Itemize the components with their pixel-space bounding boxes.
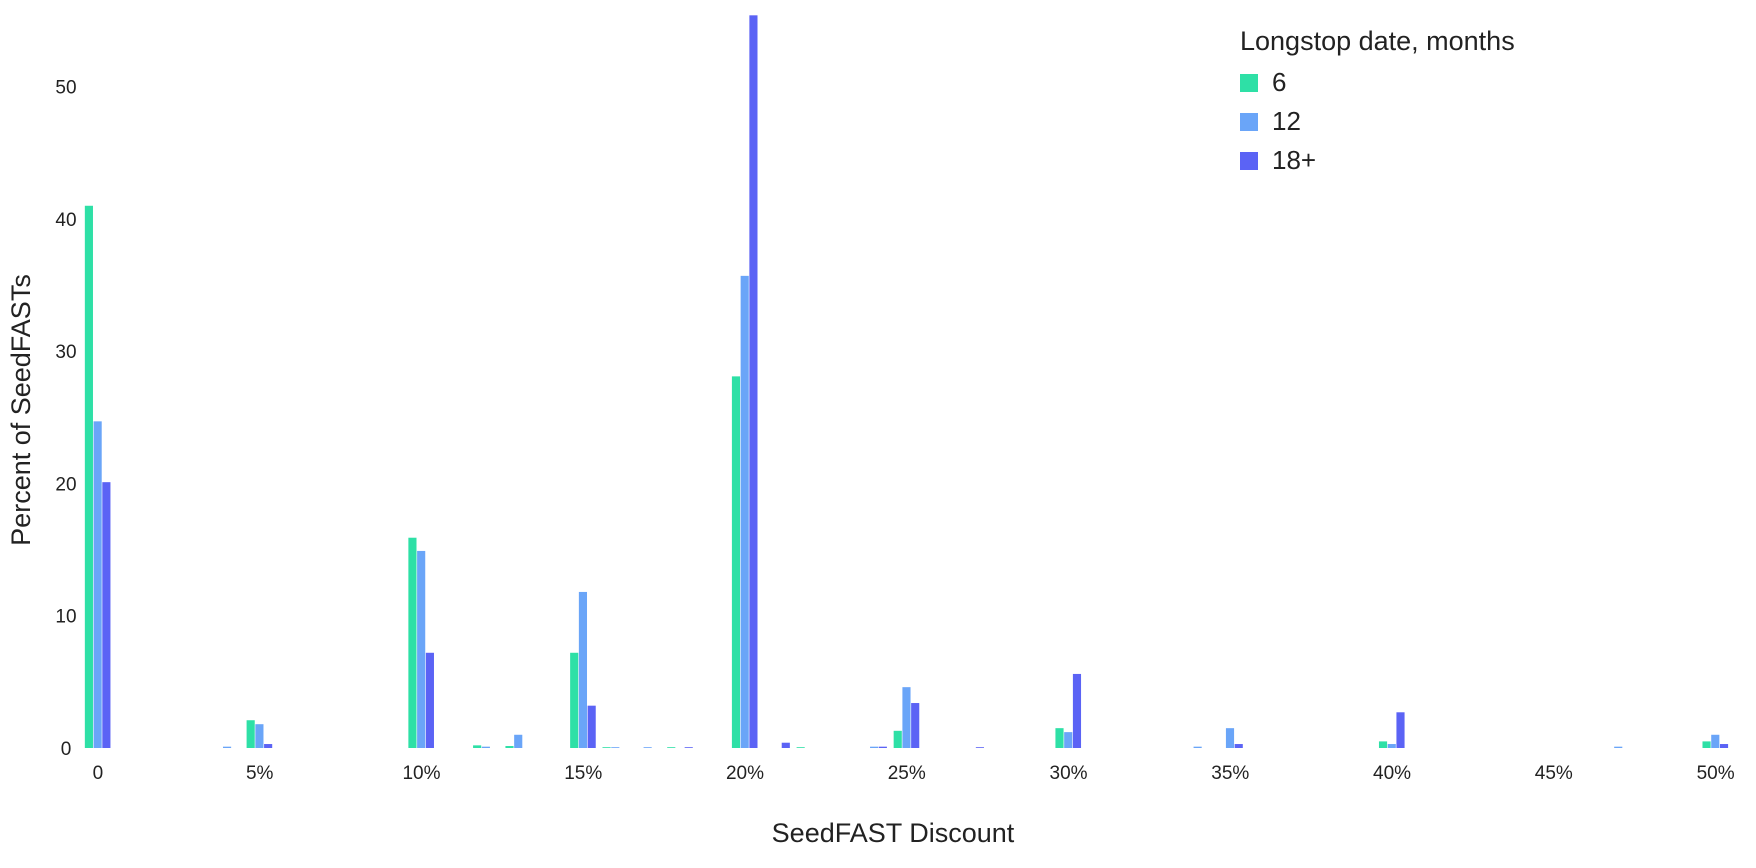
y-tick-label: 10 [55, 607, 76, 628]
x-tick-label: 25% [888, 763, 926, 784]
x-tick-label: 15% [564, 763, 602, 784]
bar-series-1-x-34 [1193, 746, 1202, 748]
x-tick-label: 5% [246, 763, 274, 784]
bar-series-2-x-15 [587, 705, 596, 748]
bar-series-1-x-10 [417, 550, 426, 748]
y-axis: 0 10 20 30 40 50 [55, 78, 76, 760]
x-tick-label: 35% [1211, 763, 1249, 784]
y-tick-label: 40 [55, 210, 76, 231]
bar-series-1-x-5 [255, 724, 264, 748]
bar-series-2-x-25 [911, 703, 920, 748]
legend-swatch [1240, 73, 1258, 92]
legend-label: 12 [1272, 106, 1301, 136]
bar-series-1-x-4 [222, 746, 232, 748]
bar-series-2-x-21 [781, 742, 790, 748]
bar-series-0-x-20 [731, 376, 741, 748]
bar-series-2-x-35 [1234, 744, 1243, 748]
bar-series-0-x-16 [602, 747, 611, 748]
x-tick-label: 20% [726, 763, 764, 784]
bar-series-1-x-30 [1064, 732, 1073, 748]
legend-item-1: 12 [1240, 102, 1515, 141]
legend-item-2: 18+ [1240, 141, 1515, 180]
y-tick-label: 20 [55, 474, 76, 495]
x-tick-label: 30% [1050, 763, 1088, 784]
bar-series-1-x-0 [93, 421, 102, 748]
bar-series-1-x-12 [481, 746, 490, 748]
legend-label: 18+ [1272, 145, 1317, 175]
bar-series-0-x-22 [796, 747, 805, 748]
bar-series-1-x-17 [643, 747, 652, 748]
bar-series-1-x-24 [870, 746, 879, 748]
bar-series-1-x-47 [1614, 746, 1623, 748]
bar-series-1-x-40 [1387, 744, 1396, 748]
bar-series-2-x-10 [425, 652, 434, 748]
x-tick-label: 0 [93, 763, 104, 784]
bar-series-1-x-15 [578, 591, 588, 748]
bar-series-2-x-40 [1396, 712, 1405, 748]
bar-series-2-x-50 [1719, 744, 1729, 748]
y-tick-label: 30 [55, 342, 76, 363]
bar-series-0-x-40 [1378, 741, 1388, 748]
y-axis-title: Percent of SeedFASTs [6, 274, 36, 546]
bar-series-0-x-18 [667, 747, 676, 748]
bar-series-1-x-16 [611, 747, 620, 748]
legend-label: 6 [1272, 67, 1287, 97]
bar-series-2-x-20 [749, 15, 758, 748]
bar-series-0-x-0 [84, 205, 93, 748]
y-tick-label: 50 [55, 78, 76, 99]
bar-series-2-x-24 [878, 746, 887, 748]
legend-swatch [1240, 112, 1258, 131]
x-tick-label: 40% [1373, 763, 1411, 784]
bar-series-1-x-25 [902, 687, 911, 748]
bar-series-0-x-25 [893, 730, 902, 748]
bar-series-0-x-15 [570, 652, 579, 748]
bar-series-0-x-30 [1055, 728, 1064, 748]
bar-series-0-x-50 [1702, 741, 1711, 748]
bar-series-2-x-5 [264, 744, 273, 748]
bar-series-1-x-13 [514, 734, 523, 748]
legend-items: 6 12 18+ [1240, 63, 1515, 180]
bar-series-1-x-35 [1225, 728, 1235, 748]
legend: Longstop date, months 6 12 18+ [1240, 26, 1515, 180]
y-tick-label: 0 [61, 739, 72, 760]
bar-series-2-x-0 [102, 482, 111, 748]
x-axis: 0 5% 10% 15% 20% 25% 30% 35% 40% 45% 50% [93, 763, 1735, 784]
bar-series-2-x-27 [975, 747, 984, 748]
bars-layer [84, 15, 1729, 748]
x-tick-label: 10% [402, 763, 440, 784]
legend-swatch [1240, 151, 1258, 170]
bar-series-0-x-13 [505, 746, 514, 748]
x-tick-label: 45% [1535, 763, 1573, 784]
legend-item-0: 6 [1240, 63, 1515, 102]
x-axis-title: SeedFAST Discount [772, 818, 1015, 848]
bar-series-0-x-5 [246, 720, 255, 748]
legend-title: Longstop date, months [1240, 26, 1515, 56]
bar-series-0-x-12 [473, 745, 482, 748]
bar-series-2-x-30 [1072, 673, 1082, 748]
bar-series-0-x-10 [408, 537, 417, 748]
x-tick-label: 50% [1697, 763, 1735, 784]
bar-series-1-x-20 [740, 275, 749, 748]
bar-series-1-x-50 [1711, 734, 1720, 748]
bar-series-2-x-18 [684, 747, 693, 748]
